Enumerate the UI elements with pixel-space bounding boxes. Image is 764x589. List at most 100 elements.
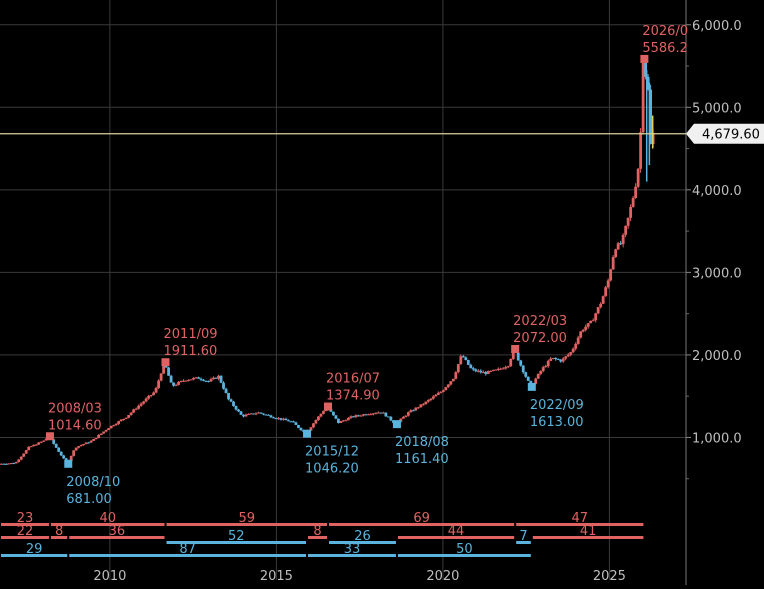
candle-body	[541, 367, 545, 372]
candle-body	[456, 364, 460, 373]
candle-body	[162, 362, 165, 374]
high-date-label: 2026/0	[642, 24, 688, 39]
candle-body	[581, 329, 585, 332]
high-marker	[640, 54, 649, 63]
count-bar	[397, 554, 531, 557]
candle-body	[19, 456, 23, 460]
candle-body	[309, 427, 313, 431]
count-bar	[397, 536, 515, 539]
count-bar	[1, 523, 49, 526]
candle-body	[292, 421, 295, 423]
candle-body	[421, 404, 425, 406]
high-value-label: 1374.90	[326, 389, 380, 404]
x-tick-label: 2025	[593, 569, 626, 584]
candle-body	[416, 407, 420, 409]
candle-body	[87, 442, 91, 444]
y-tick-label: 5,000.0	[692, 101, 742, 116]
candle-body	[27, 446, 31, 451]
candle-body	[9, 463, 13, 465]
candle-body	[559, 359, 563, 362]
count-label: 47	[571, 511, 588, 526]
count-bar	[69, 536, 165, 539]
candle-body	[534, 378, 538, 384]
candle-body	[187, 379, 190, 381]
low-value-label: 1161.40	[395, 452, 449, 467]
count-bar	[516, 541, 531, 544]
candle-body	[369, 414, 373, 416]
candle-body	[619, 243, 623, 245]
low-marker	[303, 429, 312, 438]
candle-body	[154, 387, 158, 393]
candle-body	[102, 431, 106, 434]
candle-body	[322, 411, 325, 414]
candle-body	[247, 413, 250, 415]
candle-body	[254, 413, 258, 415]
candle-body	[486, 370, 490, 374]
y-tick-label: 2,000.0	[692, 349, 742, 364]
candle-body	[554, 357, 558, 360]
candle-body	[14, 462, 18, 464]
candle-body	[564, 356, 568, 359]
candle-body	[419, 404, 423, 408]
candle-body	[259, 412, 263, 414]
candle-body	[616, 243, 620, 250]
candle-body	[516, 352, 520, 361]
candle-body	[506, 366, 510, 368]
candle-body	[54, 443, 58, 448]
count-label: 40	[99, 511, 116, 526]
candle-body	[134, 408, 138, 410]
candle-body	[22, 453, 26, 457]
candle-body	[222, 382, 225, 389]
candle-body	[169, 375, 173, 383]
candle-body	[157, 380, 160, 388]
low-marker	[527, 382, 536, 391]
candle-body	[74, 447, 78, 451]
candle-body	[354, 415, 358, 418]
candle-body	[279, 418, 283, 420]
high-value-label: 1014.60	[48, 418, 102, 433]
candle-body	[92, 438, 96, 441]
candle-body	[97, 434, 101, 439]
candle-body	[521, 365, 525, 373]
candle-body	[202, 379, 205, 381]
candle-body	[242, 414, 245, 417]
candle-body	[489, 370, 493, 372]
candle-body	[384, 412, 388, 417]
candle-body	[626, 217, 630, 226]
candle-body	[539, 371, 543, 374]
y-tick-label: 6,000.0	[692, 19, 742, 34]
candle-body	[62, 455, 66, 459]
candle-body	[262, 413, 265, 415]
candle-body	[357, 415, 360, 417]
candle-body	[334, 415, 338, 419]
high-marker	[511, 344, 520, 353]
candle-body	[631, 197, 635, 207]
y-tick-label: 4,000.0	[692, 184, 742, 199]
candle-body	[571, 348, 575, 353]
candle-body	[399, 418, 403, 422]
candle-body	[491, 369, 495, 371]
candle-body	[252, 413, 255, 415]
candle-body	[229, 399, 233, 402]
count-bar	[308, 554, 396, 557]
candle-body	[471, 368, 475, 370]
candle-body	[371, 413, 375, 415]
candle-body	[381, 412, 385, 414]
count-label: 8	[313, 524, 321, 539]
count-label: 69	[413, 511, 430, 526]
candle-body	[347, 417, 350, 421]
candle-body	[376, 412, 380, 414]
candle-body	[294, 422, 298, 426]
candle-body	[504, 367, 508, 369]
candle-body	[449, 381, 453, 385]
candle-body	[204, 380, 208, 382]
candle-body	[389, 416, 393, 421]
candle-body	[224, 388, 228, 394]
candle-body	[332, 411, 335, 416]
low-value-label: 1613.00	[530, 415, 584, 430]
candle-body	[364, 414, 368, 416]
count-label: 41	[580, 524, 597, 539]
candle-body	[424, 401, 428, 405]
